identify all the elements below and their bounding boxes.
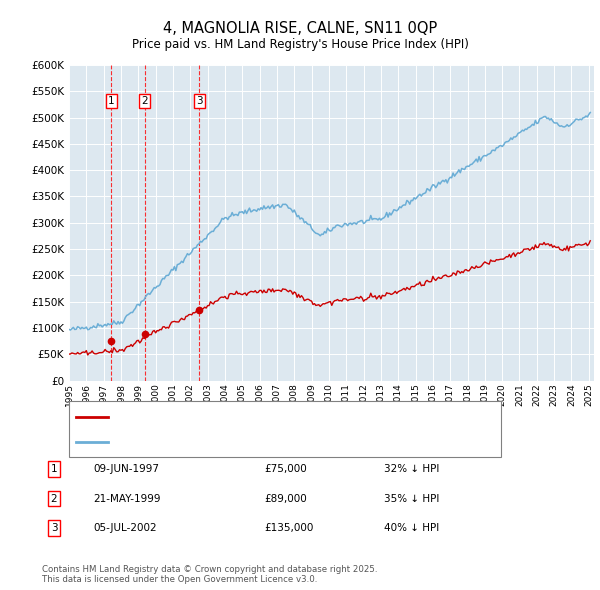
Text: 09-JUN-1997: 09-JUN-1997 xyxy=(93,464,159,474)
Text: 21-MAY-1999: 21-MAY-1999 xyxy=(93,494,161,503)
Text: 3: 3 xyxy=(196,96,202,106)
Text: Contains HM Land Registry data © Crown copyright and database right 2025.
This d: Contains HM Land Registry data © Crown c… xyxy=(42,565,377,584)
Text: Price paid vs. HM Land Registry's House Price Index (HPI): Price paid vs. HM Land Registry's House … xyxy=(131,38,469,51)
Text: £75,000: £75,000 xyxy=(264,464,307,474)
Text: 1: 1 xyxy=(50,464,58,474)
Text: 2: 2 xyxy=(50,494,58,503)
Text: 2: 2 xyxy=(142,96,148,106)
Text: 40% ↓ HPI: 40% ↓ HPI xyxy=(384,523,439,533)
Text: £135,000: £135,000 xyxy=(264,523,313,533)
Text: 1: 1 xyxy=(108,96,115,106)
Text: HPI: Average price, detached house, Wiltshire: HPI: Average price, detached house, Wilt… xyxy=(114,437,353,447)
Text: 35% ↓ HPI: 35% ↓ HPI xyxy=(384,494,439,503)
Text: 4, MAGNOLIA RISE, CALNE, SN11 0QP: 4, MAGNOLIA RISE, CALNE, SN11 0QP xyxy=(163,21,437,35)
Text: 4, MAGNOLIA RISE, CALNE, SN11 0QP (detached house): 4, MAGNOLIA RISE, CALNE, SN11 0QP (detac… xyxy=(114,412,404,422)
Text: 3: 3 xyxy=(50,523,58,533)
Text: 32% ↓ HPI: 32% ↓ HPI xyxy=(384,464,439,474)
Text: £89,000: £89,000 xyxy=(264,494,307,503)
Text: 05-JUL-2002: 05-JUL-2002 xyxy=(93,523,157,533)
